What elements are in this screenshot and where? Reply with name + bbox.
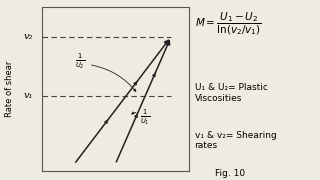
Text: U₁ & U₂= Plastic
Viscosities: U₁ & U₂= Plastic Viscosities — [195, 83, 268, 103]
Text: v₁: v₁ — [23, 91, 33, 100]
Text: $\frac{1}{U_1}$: $\frac{1}{U_1}$ — [140, 107, 150, 127]
Text: Rate of shear: Rate of shear — [5, 61, 14, 117]
Text: v₂: v₂ — [23, 32, 33, 41]
Text: $\frac{1}{U_2}$: $\frac{1}{U_2}$ — [75, 51, 85, 71]
Text: $M = \dfrac{U_1 - U_2}{\ln(v_2/v_1)}$: $M = \dfrac{U_1 - U_2}{\ln(v_2/v_1)}$ — [195, 10, 261, 37]
Text: Fig. 10: Fig. 10 — [215, 169, 245, 178]
Text: v₁ & v₂= Shearing
rates: v₁ & v₂= Shearing rates — [195, 131, 276, 150]
